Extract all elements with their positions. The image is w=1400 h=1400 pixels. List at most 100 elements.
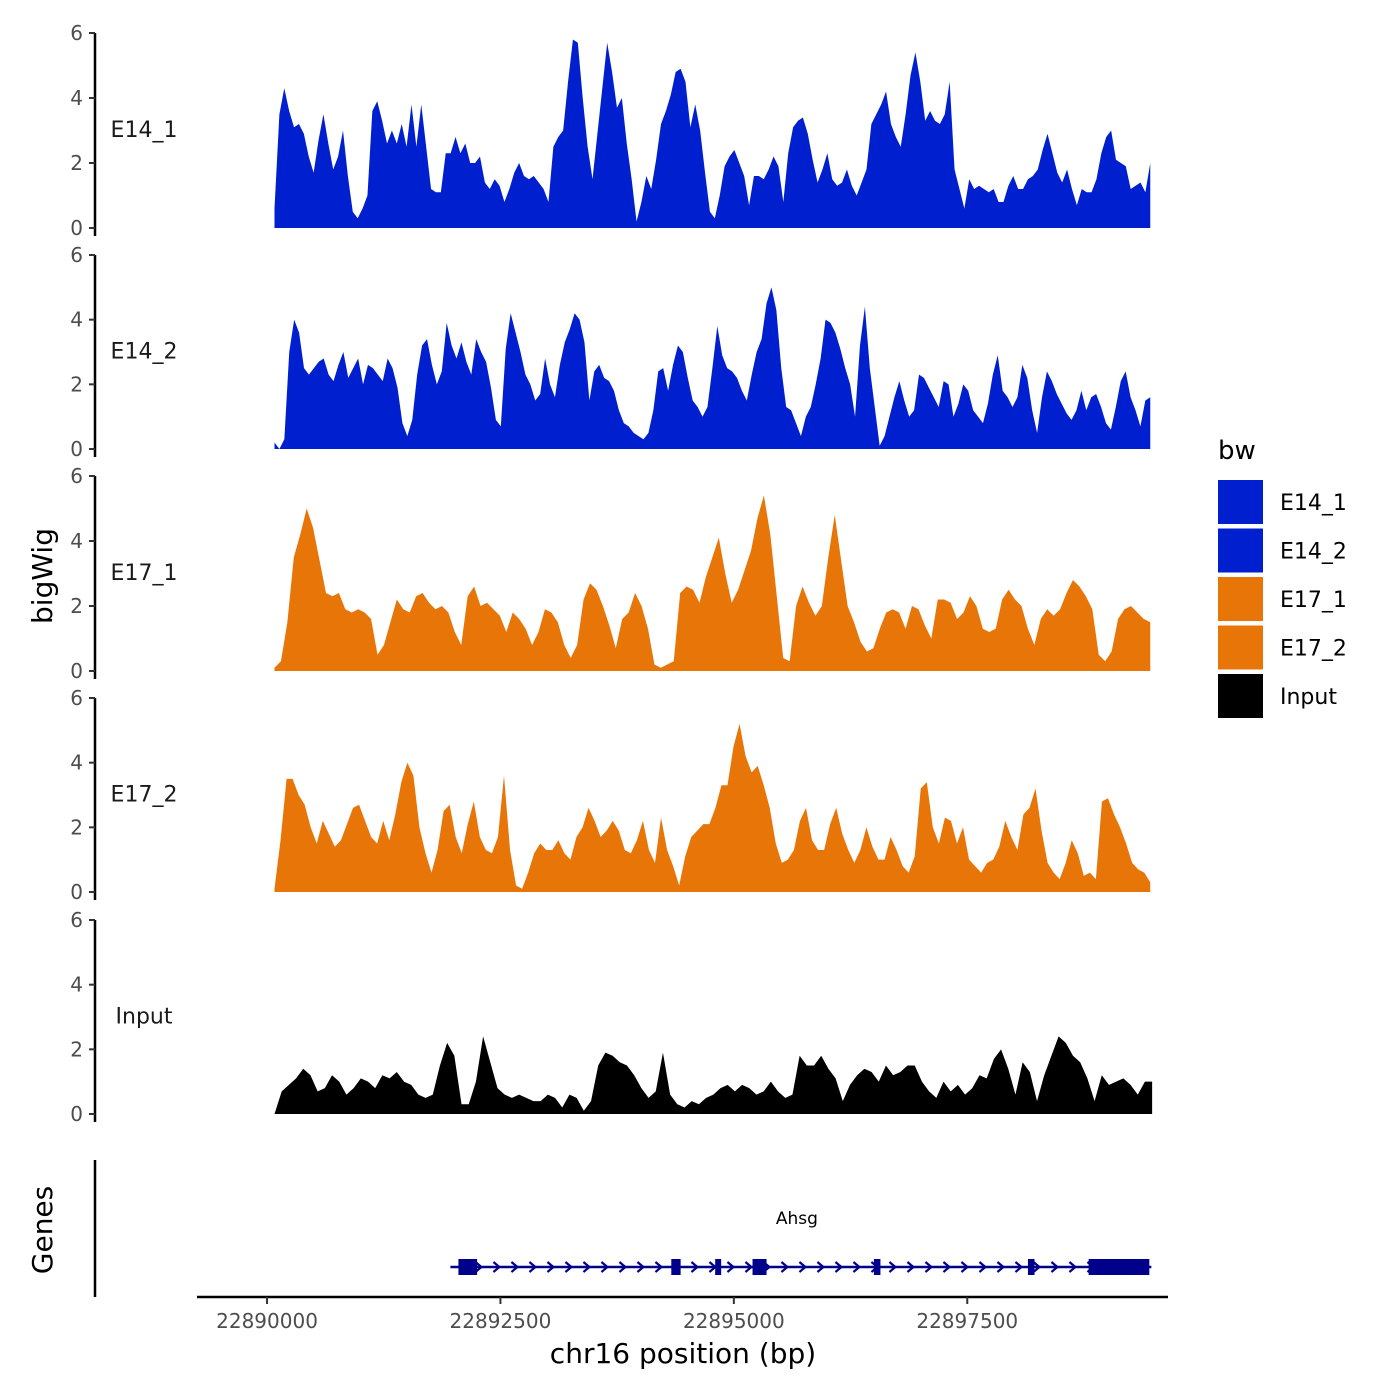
legend-entry: E14_2	[1218, 528, 1347, 573]
y-tick-label: 0	[70, 437, 83, 461]
strand-arrow	[924, 1261, 934, 1273]
y-tick-label: 6	[70, 243, 83, 267]
y-tick-label: 6	[70, 908, 83, 932]
strand-arrow	[960, 1261, 970, 1273]
strand-arrow	[492, 1261, 502, 1273]
legend-swatch	[1218, 577, 1263, 621]
strand-arrow	[780, 1261, 790, 1273]
strand-arrow	[942, 1261, 952, 1273]
x-axis: 22890000 22892500 22895000 22897500	[197, 1295, 1168, 1333]
legend-title: bw	[1218, 436, 1256, 466]
legend: bw E14_1 E14_2 E17_1 E17_2 Input	[1218, 436, 1347, 718]
y-tick-label: 4	[70, 86, 83, 110]
track-label: Input	[116, 1004, 173, 1029]
strand-arrow	[906, 1261, 916, 1273]
strand-arrow	[1068, 1261, 1078, 1273]
legend-entry: E17_2	[1218, 625, 1347, 670]
legend-label: Input	[1280, 685, 1337, 710]
gene-exon	[873, 1259, 881, 1275]
legend-swatch	[1218, 674, 1263, 718]
signal-area	[274, 723, 1151, 892]
signal-area	[274, 1036, 1153, 1114]
strand-arrow	[636, 1261, 646, 1273]
legend-swatch	[1218, 625, 1263, 670]
y-tick-label: 0	[70, 216, 83, 240]
strand-arrow	[744, 1261, 754, 1273]
strand-arrow	[690, 1261, 700, 1273]
track-e14-1: 0 2 4 6 E14_1	[70, 21, 1151, 240]
gene-exon	[671, 1259, 681, 1275]
y-tick-label: 4	[70, 973, 83, 997]
y-tick-label: 2	[70, 815, 83, 839]
y-tick-label: 6	[70, 464, 83, 488]
strand-arrow	[528, 1261, 538, 1273]
track-e17-1: 0 2 4 6 E17_1	[70, 464, 1151, 683]
signal-area	[274, 287, 1151, 449]
y-tick-label: 0	[70, 880, 83, 904]
strand-arrow	[600, 1261, 610, 1273]
y-tick-label: 2	[70, 594, 83, 618]
y-tick-label: 2	[70, 372, 83, 396]
y-tick-label: 4	[70, 529, 83, 553]
track-label: E14_2	[111, 339, 178, 364]
y-tick-label: 0	[70, 659, 83, 683]
strand-arrow	[1032, 1261, 1042, 1273]
gene-exon	[458, 1259, 478, 1275]
strand-arrow	[1014, 1261, 1024, 1273]
y-tick-label: 2	[70, 1037, 83, 1061]
legend-entry: Input	[1218, 674, 1337, 718]
strand-arrow	[582, 1261, 592, 1273]
strand-arrow	[726, 1261, 736, 1273]
track-label: E17_2	[111, 782, 178, 807]
strand-arrow	[1050, 1261, 1060, 1273]
strand-arrow	[474, 1261, 484, 1273]
strand-arrow	[654, 1261, 664, 1273]
y-tick-label: 4	[70, 751, 83, 775]
legend-entry: E17_1	[1218, 577, 1347, 621]
gene-exon	[752, 1259, 767, 1275]
y-tick-label: 4	[70, 308, 83, 332]
strand-arrow	[996, 1261, 1006, 1273]
signal-area	[274, 39, 1151, 228]
track-input: 0 2 4 6 Input	[70, 908, 1153, 1126]
strand-arrow	[618, 1261, 628, 1273]
strand-arrow	[510, 1261, 520, 1273]
tracks-layer: 0 2 4 6 E14_1 0 2 4 6 E14_2 0 2 4 6 E17_1 0 2 4 6 E17_2 0 2 4 6…	[70, 21, 1153, 1126]
signal-area	[274, 495, 1151, 671]
gene-exon	[715, 1259, 722, 1275]
strand-arrow	[798, 1261, 808, 1273]
strand-arrow	[834, 1261, 844, 1273]
legend-label: E14_2	[1280, 540, 1347, 565]
x-tick-label: 22897500	[916, 1309, 1018, 1333]
strand-arrow	[816, 1261, 826, 1273]
legend-label: E17_2	[1280, 637, 1347, 662]
strand-arrow	[888, 1261, 898, 1273]
legend-swatch	[1218, 528, 1263, 573]
legend-entry: E14_1	[1218, 480, 1347, 524]
genes-axis-title: Genes	[26, 1186, 59, 1274]
legend-label: E14_1	[1280, 491, 1347, 516]
gene-exon	[1027, 1259, 1035, 1275]
strand-arrow	[564, 1261, 574, 1273]
y-axis-title: bigWig	[26, 528, 59, 624]
x-axis-title: chr16 position (bp)	[550, 1337, 816, 1370]
y-tick-label: 2	[70, 151, 83, 175]
track-label: E17_1	[111, 561, 178, 586]
track-label: E14_1	[111, 118, 178, 143]
legend-swatch	[1218, 480, 1263, 524]
x-tick-label: 22895000	[683, 1309, 785, 1333]
strand-arrow	[546, 1261, 556, 1273]
x-tick-label: 22890000	[216, 1309, 318, 1333]
track-e17-2: 0 2 4 6 E17_2	[70, 686, 1151, 904]
y-tick-label: 6	[70, 686, 83, 710]
x-tick-label: 22892500	[450, 1309, 552, 1333]
y-tick-label: 6	[70, 21, 83, 45]
track-e14-2: 0 2 4 6 E14_2	[70, 243, 1151, 461]
strand-arrow	[978, 1261, 988, 1273]
gene-exon	[1088, 1259, 1150, 1275]
gene-name-label: Ahsg	[776, 1209, 818, 1229]
legend-label: E17_1	[1280, 588, 1347, 613]
genes-track: Ahsg	[93, 1160, 1152, 1297]
